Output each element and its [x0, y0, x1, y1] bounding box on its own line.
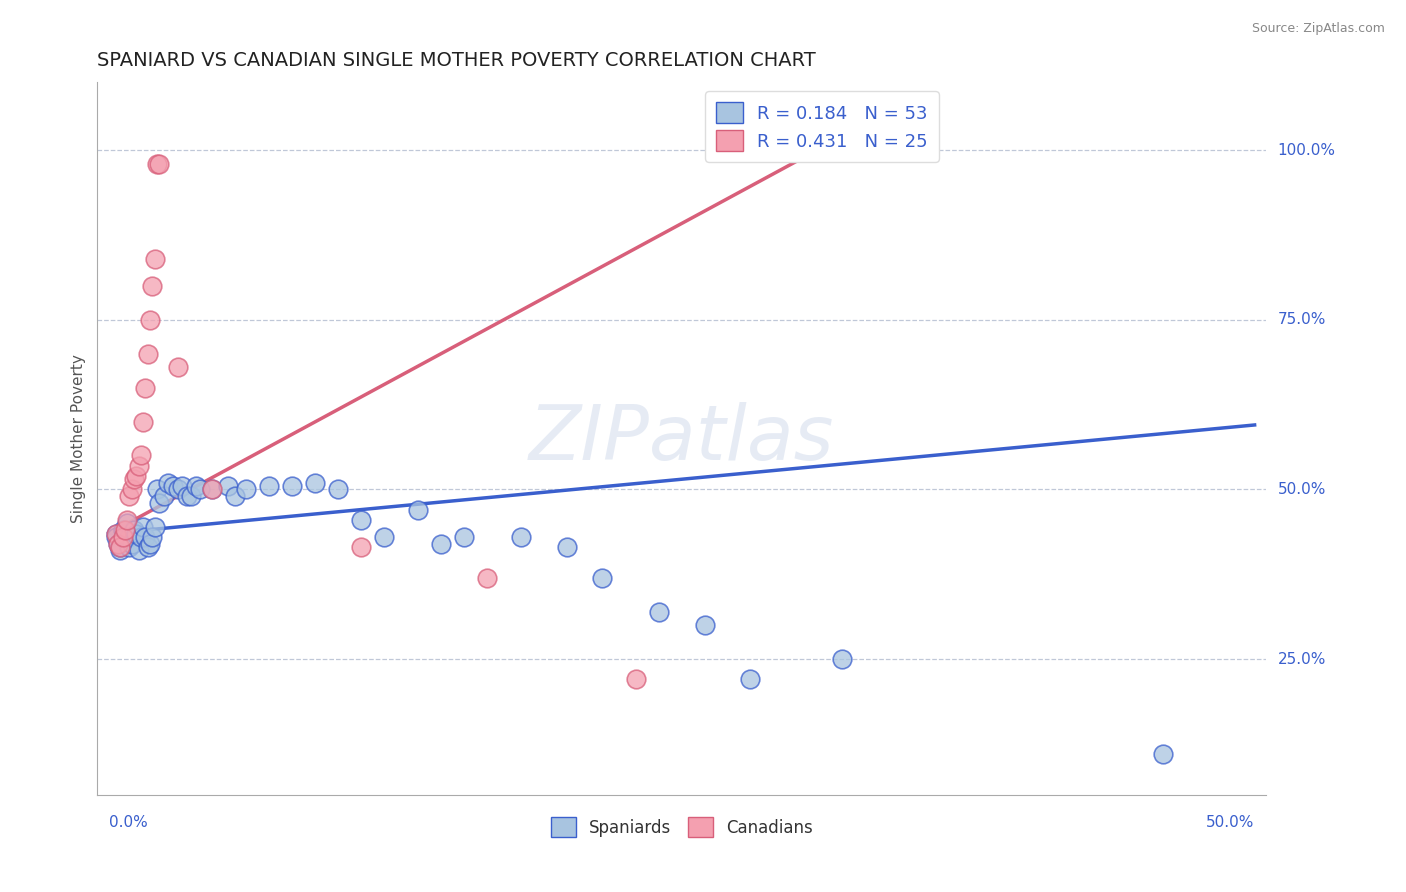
Point — [118, 530, 141, 544]
Point — [166, 483, 188, 497]
Point — [350, 540, 373, 554]
Point — [475, 571, 498, 585]
Point — [693, 618, 716, 632]
Point — [143, 252, 166, 266]
Point — [235, 483, 257, 497]
Point — [162, 479, 184, 493]
Point — [107, 537, 129, 551]
Point — [110, 543, 132, 558]
Text: 50.0%: 50.0% — [1206, 815, 1254, 830]
Point — [510, 530, 533, 544]
Point — [172, 479, 194, 493]
Point — [648, 605, 671, 619]
Point — [146, 157, 169, 171]
Point — [143, 519, 166, 533]
Point — [201, 483, 224, 497]
Point — [141, 278, 163, 293]
Point — [281, 479, 304, 493]
Point — [350, 513, 373, 527]
Point — [104, 526, 127, 541]
Point — [184, 479, 207, 493]
Point — [139, 313, 162, 327]
Point — [114, 530, 136, 544]
Point — [115, 516, 138, 531]
Point — [148, 157, 170, 171]
Text: 75.0%: 75.0% — [1278, 312, 1326, 327]
Point — [180, 489, 202, 503]
Point — [136, 347, 159, 361]
Point — [166, 360, 188, 375]
Point — [132, 519, 155, 533]
Point — [128, 458, 150, 473]
Point — [104, 530, 127, 544]
Point — [740, 673, 762, 687]
Point — [129, 449, 152, 463]
Text: 25.0%: 25.0% — [1278, 651, 1326, 666]
Point — [624, 673, 647, 687]
Point — [257, 479, 280, 493]
Text: 50.0%: 50.0% — [1278, 482, 1326, 497]
Point — [430, 537, 453, 551]
Text: 0.0%: 0.0% — [108, 815, 148, 830]
Point — [146, 483, 169, 497]
Point — [373, 530, 395, 544]
Point — [111, 523, 134, 537]
Point — [107, 537, 129, 551]
Point — [110, 540, 132, 554]
Point — [141, 530, 163, 544]
Point — [1152, 747, 1174, 761]
Point — [304, 475, 326, 490]
Point — [125, 526, 148, 541]
Text: SPANIARD VS CANADIAN SINGLE MOTHER POVERTY CORRELATION CHART: SPANIARD VS CANADIAN SINGLE MOTHER POVER… — [97, 51, 815, 70]
Point — [831, 652, 853, 666]
Point — [148, 496, 170, 510]
Point — [118, 489, 141, 503]
Point — [114, 523, 136, 537]
Point — [118, 540, 141, 554]
Point — [111, 530, 134, 544]
Point — [122, 523, 145, 537]
Point — [139, 537, 162, 551]
Point — [121, 483, 143, 497]
Text: Source: ZipAtlas.com: Source: ZipAtlas.com — [1251, 22, 1385, 36]
Text: ZIPatlas: ZIPatlas — [529, 401, 834, 475]
Point — [136, 540, 159, 554]
Point — [110, 540, 132, 554]
Point — [132, 415, 155, 429]
Point — [104, 526, 127, 541]
Point — [134, 530, 156, 544]
Point — [555, 540, 578, 554]
Point — [122, 472, 145, 486]
Point — [224, 489, 246, 503]
Text: 100.0%: 100.0% — [1278, 143, 1336, 158]
Point — [121, 537, 143, 551]
Point — [591, 571, 613, 585]
Point — [134, 381, 156, 395]
Y-axis label: Single Mother Poverty: Single Mother Poverty — [72, 354, 86, 523]
Point — [115, 513, 138, 527]
Legend: Spaniards, Canadians: Spaniards, Canadians — [544, 811, 820, 843]
Point — [326, 483, 349, 497]
Point — [153, 489, 176, 503]
Point — [128, 543, 150, 558]
Point — [406, 502, 429, 516]
Point — [157, 475, 180, 490]
Point — [201, 483, 224, 497]
Point — [125, 468, 148, 483]
Point — [217, 479, 239, 493]
Point — [129, 530, 152, 544]
Point — [190, 483, 212, 497]
Point — [453, 530, 475, 544]
Point — [176, 489, 198, 503]
